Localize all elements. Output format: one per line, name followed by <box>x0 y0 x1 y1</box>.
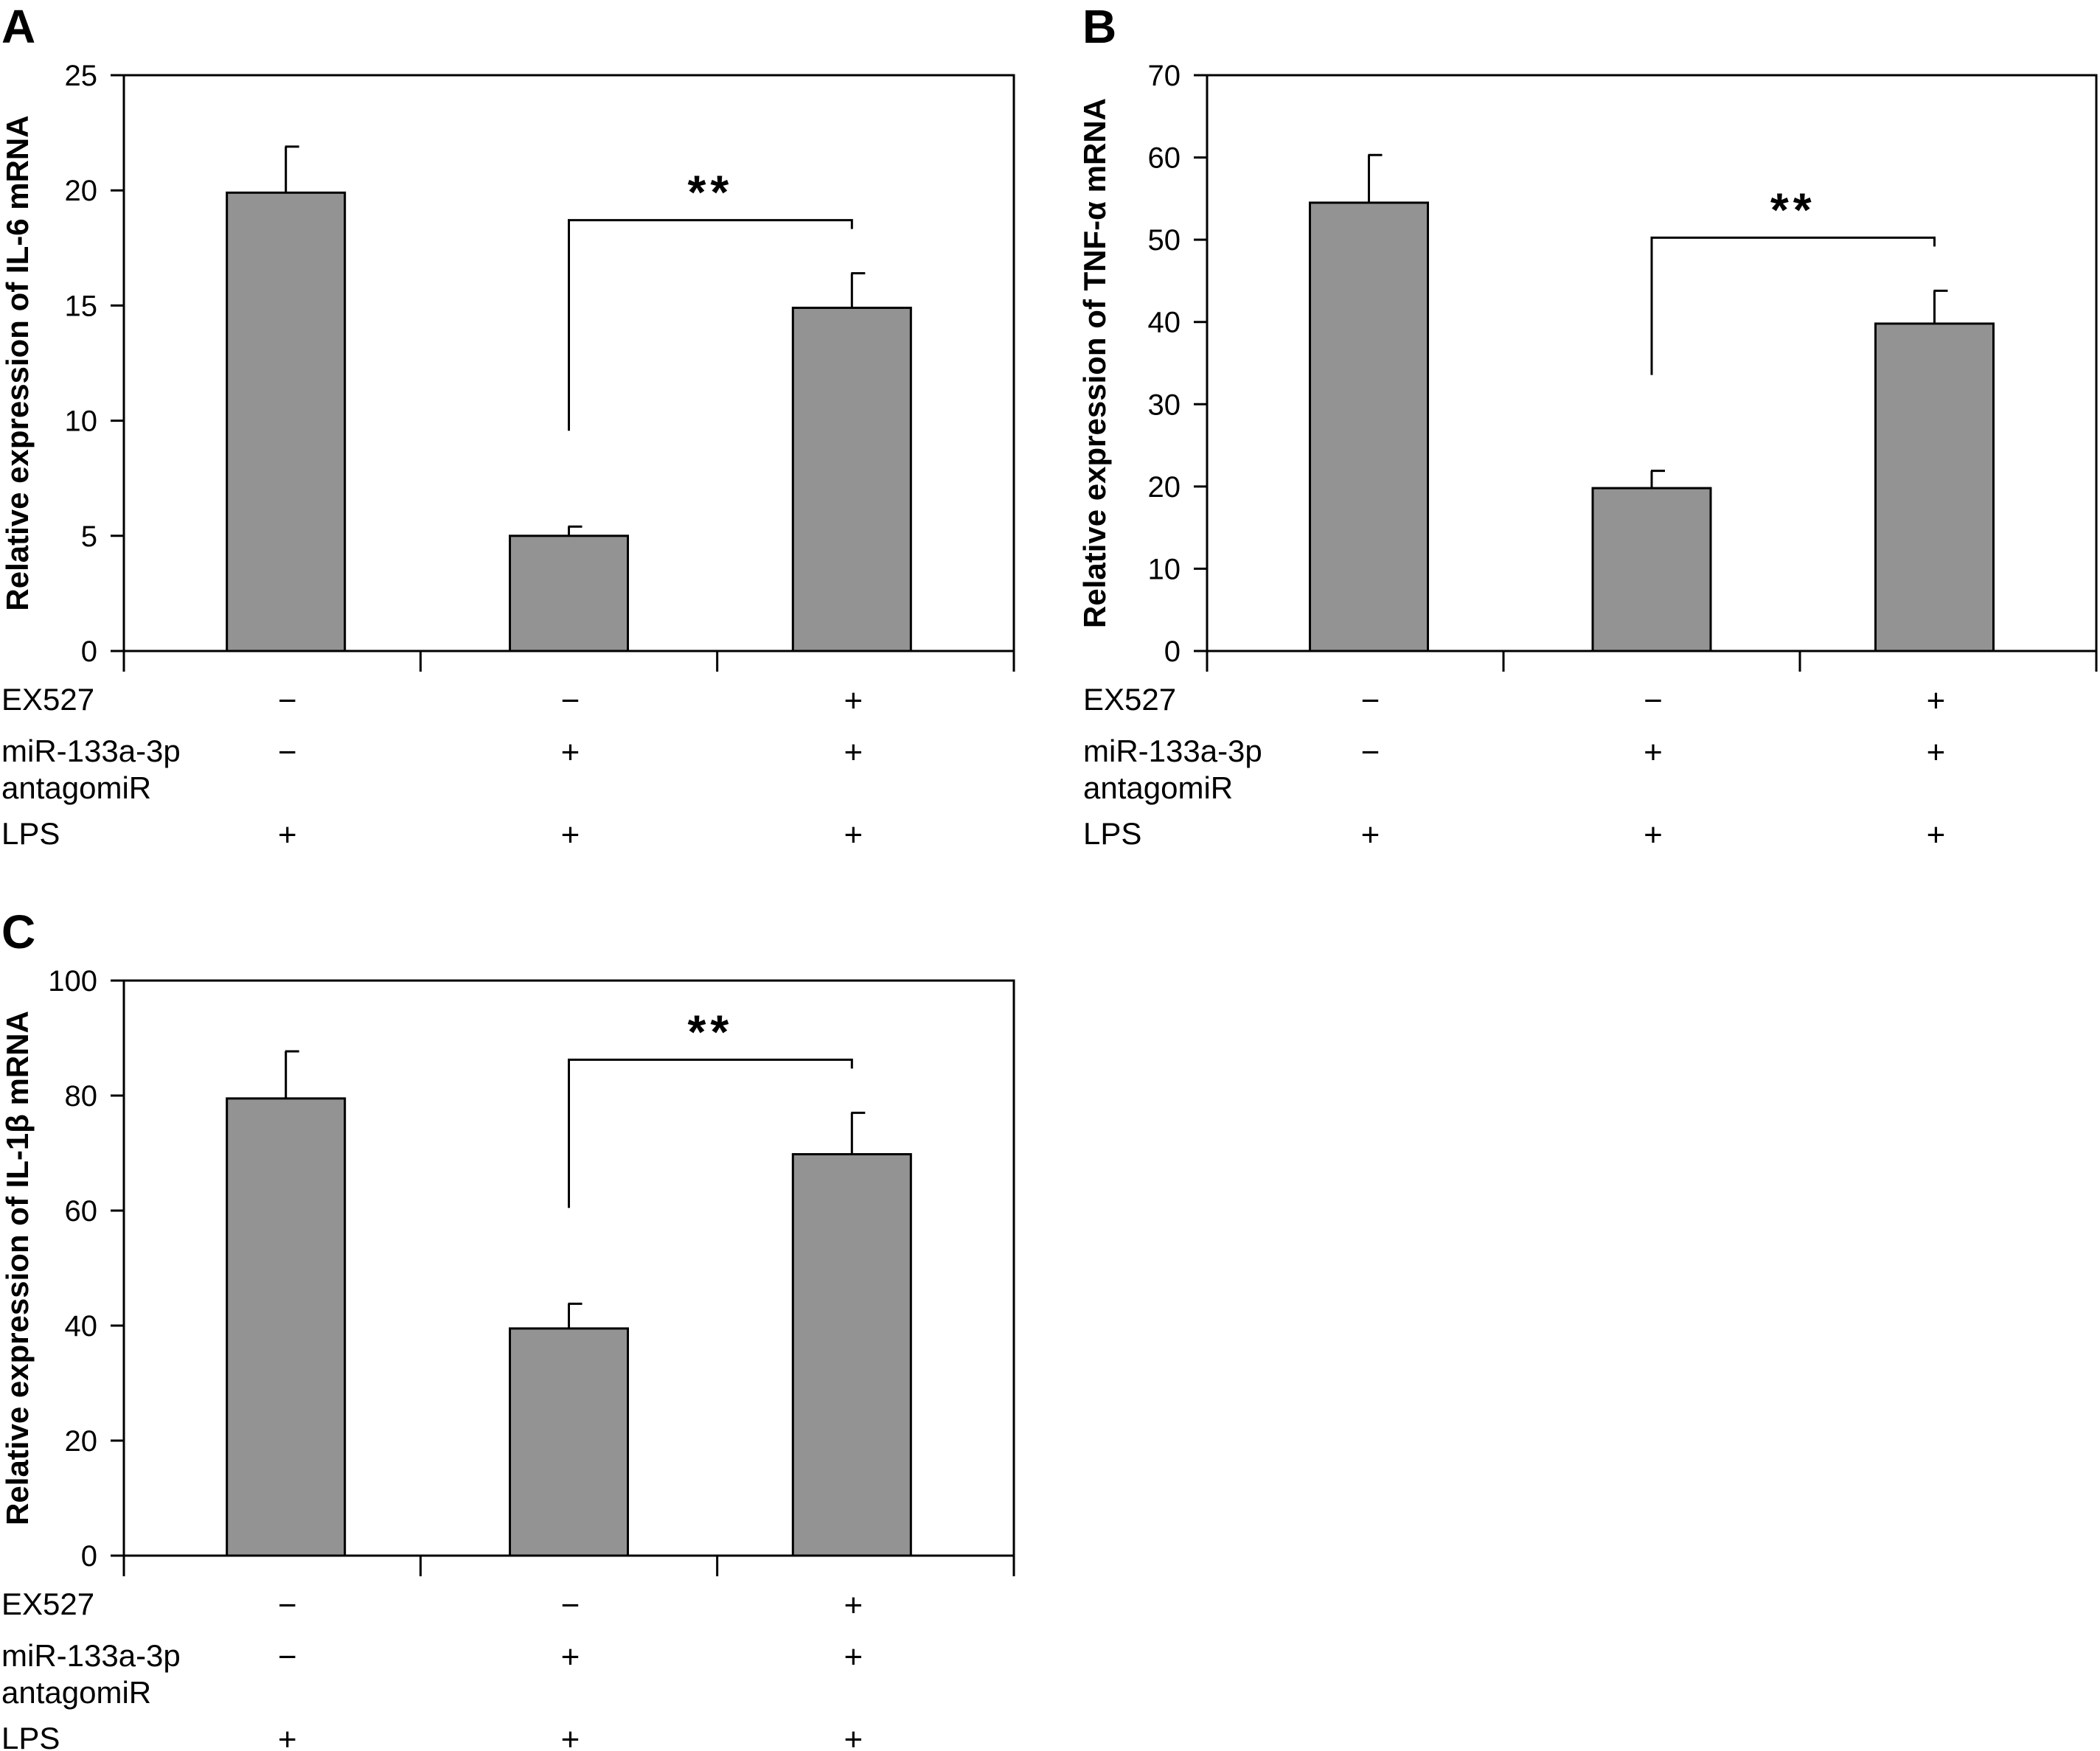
bar <box>1591 487 1712 652</box>
panel-c: C 0 20 40 60 80 100 Relative expression of IL-1… <box>0 905 1015 1751</box>
y-tick-label: 40 <box>65 1310 98 1343</box>
y-tick-label: 30 <box>1148 389 1181 421</box>
factor-sign: − <box>1361 734 1380 770</box>
factor-sign: − <box>278 1639 297 1675</box>
factor-sign: − <box>561 1587 580 1623</box>
y-axis-label: Relative expression of TNF-α mRNA <box>1077 98 1112 628</box>
factor-sign: − <box>278 734 297 770</box>
significance-bracket <box>568 1058 853 1208</box>
factor-sign: + <box>561 1639 580 1675</box>
bar <box>509 535 629 652</box>
bar <box>226 191 347 652</box>
factor-sign: + <box>561 1722 580 1751</box>
y-tick-label: 25 <box>65 60 98 92</box>
significance-bracket <box>568 219 853 431</box>
plot-frame <box>122 74 1015 651</box>
factor-sign: + <box>1361 817 1380 853</box>
factor-sign: + <box>844 817 863 853</box>
y-tick-label: 20 <box>65 1425 98 1458</box>
significance-bracket <box>1650 236 1936 375</box>
factor-sign: + <box>1644 817 1663 853</box>
factor-label: miR-133a-3p <box>1 734 181 768</box>
bar <box>226 1097 347 1557</box>
y-tick-label: 0 <box>81 1540 97 1573</box>
bar <box>509 1327 629 1557</box>
factor-label: LPS <box>1 1721 60 1751</box>
plot-frame <box>122 979 1015 1556</box>
factor-label: EX527 <box>1083 682 1176 717</box>
bar <box>791 1153 912 1557</box>
y-tick-label: 70 <box>1148 60 1181 92</box>
y-tick-label: 100 <box>48 965 97 998</box>
factor-sign: + <box>278 817 297 853</box>
factor-label: LPS <box>1083 816 1141 851</box>
factor-sign: − <box>278 1587 297 1623</box>
factor-label: EX527 <box>1 682 94 717</box>
factor-sign: + <box>844 683 863 719</box>
y-tick-label: 15 <box>65 290 98 322</box>
factor-label: miR-133a-3p <box>1 1638 181 1673</box>
significance-label: ** <box>1770 183 1816 236</box>
y-tick-label: 0 <box>81 636 97 668</box>
factor-label: miR-133a-3p <box>1083 734 1262 768</box>
panel-b: B 0 10 20 30 40 50 60 70 Relative expression of T… <box>1077 0 2098 853</box>
factor-sign: − <box>561 683 580 719</box>
significance-label: ** <box>688 1005 734 1058</box>
factor-sign: + <box>278 1722 297 1751</box>
factor-sign: + <box>1644 734 1663 770</box>
plot-frame <box>1206 74 2098 651</box>
y-tick-label: 0 <box>1164 636 1181 668</box>
factor-sign: + <box>844 1587 863 1623</box>
y-tick-label: 60 <box>65 1195 98 1228</box>
factor-sign: − <box>1644 683 1663 719</box>
factor-label: antagomiR <box>1083 770 1233 805</box>
factor-sign: + <box>561 734 580 770</box>
factor-sign: + <box>844 1639 863 1675</box>
factor-label: antagomiR <box>1 770 151 805</box>
y-tick-label: 60 <box>1148 142 1181 175</box>
panel-letter: C <box>1 905 35 958</box>
y-axis-label: Relative expression of IL-6 mRNA <box>0 115 35 610</box>
factor-sign: + <box>561 817 580 853</box>
y-tick-label: 5 <box>81 521 97 553</box>
factor-sign: − <box>1361 683 1380 719</box>
factor-sign: + <box>844 734 863 770</box>
factor-sign: + <box>1927 817 1946 853</box>
significance-label: ** <box>688 166 734 219</box>
y-tick-label: 50 <box>1148 224 1181 257</box>
y-tick-label: 20 <box>1148 471 1181 504</box>
y-tick-label: 10 <box>65 405 98 438</box>
panel-a: A 0 5 10 15 20 25 Relative expression of IL-6 m… <box>0 0 1015 853</box>
factor-sign: + <box>1927 734 1946 770</box>
bar <box>1308 201 1429 652</box>
bar <box>1874 322 1995 652</box>
factor-sign: + <box>1927 683 1946 719</box>
bar <box>791 307 912 652</box>
factor-label: EX527 <box>1 1587 94 1621</box>
y-tick-label: 40 <box>1148 307 1181 339</box>
factor-label: antagomiR <box>1 1675 151 1710</box>
y-tick-label: 20 <box>65 175 98 207</box>
factor-sign: + <box>844 1722 863 1751</box>
factor-sign: − <box>278 683 297 719</box>
y-tick-label: 10 <box>1148 553 1181 585</box>
y-axis-label: Relative expression of IL-1β mRNA <box>0 1011 35 1525</box>
y-tick-label: 80 <box>65 1080 98 1113</box>
factor-label: LPS <box>1 816 60 851</box>
panel-letter: B <box>1082 0 1116 53</box>
panel-letter: A <box>1 0 35 53</box>
